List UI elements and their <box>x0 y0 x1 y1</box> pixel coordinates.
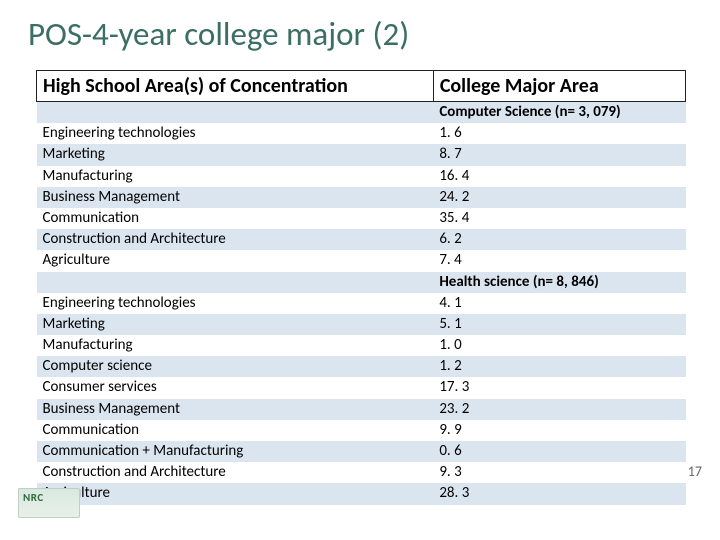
table-row: Computer Science (n= 3, 079) <box>37 102 686 124</box>
logo: NRC <box>18 488 80 518</box>
table-row: Engineering technologies4. 1 <box>37 293 686 314</box>
data-table: High School Area(s) of Concentration Col… <box>36 70 686 505</box>
cell-left: Agriculture <box>37 483 434 504</box>
slide-title: POS-4-year college major (2) <box>28 14 409 54</box>
header-right: College Major Area <box>433 71 685 102</box>
cell-right: 7. 4 <box>433 250 685 271</box>
cell-right: 1. 6 <box>433 123 685 144</box>
cell-right: 6. 2 <box>433 229 685 250</box>
cell-right: Health science (n= 8, 846) <box>433 272 685 293</box>
table-row: Manufacturing1. 0 <box>37 335 686 356</box>
cell-left: Communication <box>37 420 434 441</box>
cell-right: 1. 2 <box>433 356 685 377</box>
cell-left: Business Management <box>37 399 434 420</box>
table-row: Communication + Manufacturing0. 6 <box>37 441 686 462</box>
cell-left: Agriculture <box>37 250 434 271</box>
header-left: High School Area(s) of Concentration <box>37 71 434 102</box>
table-row: Marketing8. 7 <box>37 144 686 165</box>
cell-left: Computer science <box>37 356 434 377</box>
cell-left <box>37 272 434 293</box>
cell-left: Manufacturing <box>37 166 434 187</box>
cell-left: Communication <box>37 208 434 229</box>
cell-right: 17. 3 <box>433 377 685 398</box>
table-row: Manufacturing16. 4 <box>37 166 686 187</box>
cell-right: 0. 6 <box>433 441 685 462</box>
table-row: Communication35. 4 <box>37 208 686 229</box>
cell-right: 9. 9 <box>433 420 685 441</box>
table-header-row: High School Area(s) of Concentration Col… <box>37 71 686 102</box>
cell-left: Construction and Architecture <box>37 462 434 483</box>
table-row: Business Management24. 2 <box>37 187 686 208</box>
cell-right: 23. 2 <box>433 399 685 420</box>
table-row: Business Management23. 2 <box>37 399 686 420</box>
logo-text: NRC <box>23 491 44 504</box>
cell-left: Communication + Manufacturing <box>37 441 434 462</box>
table-row: Engineering technologies1. 6 <box>37 123 686 144</box>
cell-left: Manufacturing <box>37 335 434 356</box>
table-row: Consumer services17. 3 <box>37 377 686 398</box>
table-row: Construction and Architecture6. 2 <box>37 229 686 250</box>
cell-left: Marketing <box>37 144 434 165</box>
cell-right: 4. 1 <box>433 293 685 314</box>
table-row: Communication9. 9 <box>37 420 686 441</box>
table-row: Construction and Architecture9. 3 <box>37 462 686 483</box>
cell-right: 9. 3 <box>433 462 685 483</box>
cell-left: Engineering technologies <box>37 123 434 144</box>
page-number: 17 <box>688 463 702 480</box>
cell-left: Consumer services <box>37 377 434 398</box>
cell-right: 28. 3 <box>433 483 685 504</box>
table-row: Agriculture28. 3 <box>37 483 686 504</box>
cell-right: 1. 0 <box>433 335 685 356</box>
slide: POS-4-year college major (2) High School… <box>0 0 720 540</box>
cell-left: Business Management <box>37 187 434 208</box>
cell-right: 8. 7 <box>433 144 685 165</box>
table-row: Agriculture7. 4 <box>37 250 686 271</box>
cell-right: 5. 1 <box>433 314 685 335</box>
cell-right: 24. 2 <box>433 187 685 208</box>
table-row: Computer science1. 2 <box>37 356 686 377</box>
table-row: Health science (n= 8, 846) <box>37 272 686 293</box>
cell-left: Construction and Architecture <box>37 229 434 250</box>
table-body: Computer Science (n= 3, 079)Engineering … <box>37 102 686 505</box>
cell-left: Engineering technologies <box>37 293 434 314</box>
cell-left <box>37 102 434 124</box>
cell-right: 16. 4 <box>433 166 685 187</box>
table-row: Marketing5. 1 <box>37 314 686 335</box>
cell-right: 35. 4 <box>433 208 685 229</box>
cell-left: Marketing <box>37 314 434 335</box>
cell-right: Computer Science (n= 3, 079) <box>433 102 685 124</box>
